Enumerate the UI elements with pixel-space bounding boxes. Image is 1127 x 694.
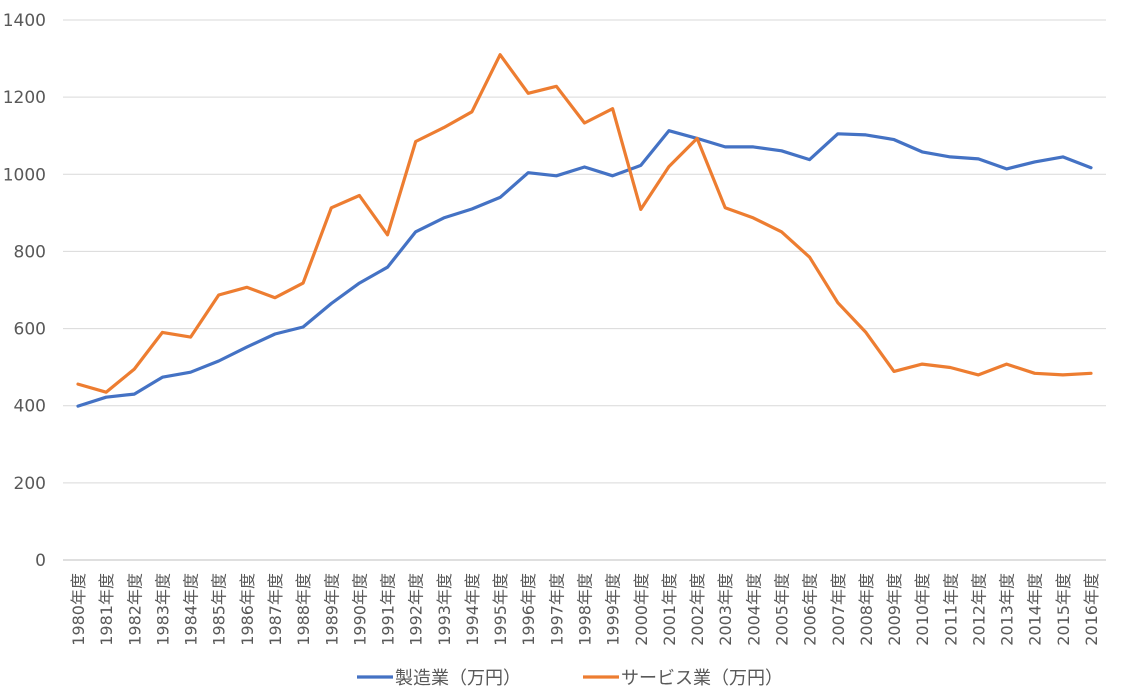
x-tick-label: 1998年度 bbox=[576, 573, 595, 646]
y-tick-label: 1200 bbox=[3, 88, 46, 108]
y-tick-label: 1400 bbox=[3, 11, 46, 31]
x-tick-label: 2014年度 bbox=[1026, 573, 1045, 646]
x-tick-label: 1984年度 bbox=[182, 573, 201, 646]
x-tick-label: 1993年度 bbox=[435, 573, 454, 646]
x-tick-label: 2000年度 bbox=[632, 573, 651, 646]
y-tick-label: 200 bbox=[14, 474, 46, 494]
x-tick-label: 1983年度 bbox=[153, 573, 172, 646]
x-tick-label: 1997年度 bbox=[547, 573, 566, 646]
x-tick-label: 2009年度 bbox=[885, 573, 904, 646]
legend-label-2: サービス業（万円） bbox=[621, 668, 783, 689]
x-tick-label: 2006年度 bbox=[801, 573, 820, 646]
x-tick-label: 1996年度 bbox=[519, 573, 538, 646]
x-tick-label: 2004年度 bbox=[744, 573, 763, 646]
x-tick-label: 1995年度 bbox=[491, 573, 510, 646]
x-tick-label: 1999年度 bbox=[604, 573, 623, 646]
gridlines bbox=[63, 19, 1106, 561]
x-tick-label: 2002年度 bbox=[688, 573, 707, 646]
y-axis-tick-labels: 0 200 400 600 800 1000 1200 1400 bbox=[3, 11, 46, 571]
x-tick-label: 2005年度 bbox=[772, 573, 791, 646]
legend-label-1: 製造業（万円） bbox=[395, 668, 521, 689]
x-tick-label: 1991年度 bbox=[379, 573, 398, 646]
x-tick-label: 2008年度 bbox=[857, 573, 876, 646]
x-tick-label: 1990年度 bbox=[350, 573, 369, 646]
x-tick-label: 2001年度 bbox=[660, 573, 679, 646]
series-lines bbox=[76, 53, 1093, 408]
y-tick-label: 0 bbox=[35, 551, 46, 571]
x-tick-label: 1986年度 bbox=[238, 573, 257, 646]
x-tick-label: 2003年度 bbox=[716, 573, 735, 646]
x-tick-label: 2007年度 bbox=[829, 573, 848, 646]
y-tick-label: 600 bbox=[14, 320, 46, 340]
x-tick-label: 2015年度 bbox=[1054, 573, 1073, 646]
x-tick-label: 1989年度 bbox=[322, 573, 341, 646]
x-tick-label: 1980年度 bbox=[69, 573, 88, 646]
legend: 製造業（万円） サービス業（万円） bbox=[357, 668, 783, 689]
x-tick-label: 1982年度 bbox=[125, 573, 144, 646]
y-tick-label: 1000 bbox=[3, 165, 46, 185]
x-tick-label: 2011年度 bbox=[941, 573, 960, 646]
x-tick-label: 1981年度 bbox=[97, 573, 116, 646]
x-tick-label: 1992年度 bbox=[407, 573, 426, 646]
x-tick-label: 1988年度 bbox=[294, 573, 313, 646]
x-axis-tick-labels: 1980年度 1981年度 1982年度 1983年度 1984年度 1985年度 1986… bbox=[69, 573, 1101, 646]
y-tick-label: 400 bbox=[14, 397, 46, 417]
x-tick-label: 2013年度 bbox=[998, 573, 1017, 646]
x-tick-label: 1985年度 bbox=[210, 573, 229, 646]
x-tick-label: 2010年度 bbox=[913, 573, 932, 646]
y-tick-label: 800 bbox=[14, 242, 46, 262]
series-line-1 bbox=[76, 129, 1093, 408]
x-tick-label: 2016年度 bbox=[1082, 573, 1101, 646]
series-line-2 bbox=[76, 53, 1093, 394]
x-tick-label: 1987年度 bbox=[266, 573, 285, 646]
x-tick-label: 1994年度 bbox=[463, 573, 482, 646]
x-tick-label: 2012年度 bbox=[969, 573, 988, 646]
